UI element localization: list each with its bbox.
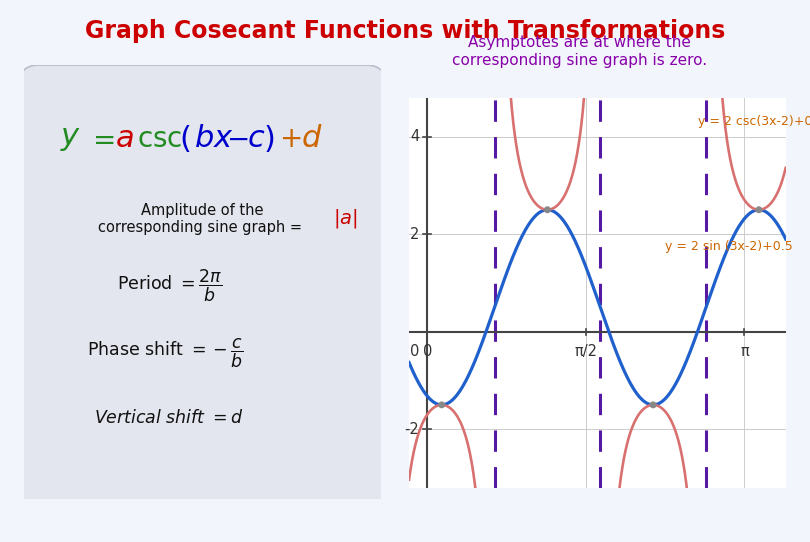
Text: 0: 0	[410, 344, 419, 359]
Point	[435, 401, 448, 409]
Text: $\mathrm{csc}$: $\mathrm{csc}$	[137, 125, 181, 153]
Text: Graph Cosecant Functions with Transformations: Graph Cosecant Functions with Transforma…	[85, 19, 725, 43]
Point	[752, 205, 765, 214]
Point	[646, 401, 659, 409]
Text: $+$: $+$	[279, 125, 301, 153]
Text: $|a|$: $|a|$	[333, 208, 357, 230]
Text: Phase shift $= -\dfrac{c}{b}$: Phase shift $= -\dfrac{c}{b}$	[87, 337, 243, 370]
Text: Vertical shift $= d$: Vertical shift $= d$	[94, 409, 244, 428]
FancyBboxPatch shape	[17, 65, 388, 512]
Text: $-$: $-$	[226, 125, 248, 153]
Text: $bx$: $bx$	[194, 124, 233, 153]
Text: 4: 4	[410, 129, 419, 144]
Text: $a$: $a$	[115, 124, 134, 153]
Text: Period $= \dfrac{2\pi}{b}$: Period $= \dfrac{2\pi}{b}$	[117, 268, 223, 305]
Text: y = 2 sin (3x-2)+0.5: y = 2 sin (3x-2)+0.5	[664, 240, 792, 253]
Text: $y$: $y$	[60, 124, 81, 153]
Text: Amplitude of the
corresponding sine graph =: Amplitude of the corresponding sine grap…	[98, 203, 307, 235]
Text: $c$: $c$	[247, 124, 266, 153]
Text: $=$: $=$	[87, 125, 114, 153]
Point	[541, 205, 554, 214]
Text: $)$: $)$	[263, 123, 275, 154]
Text: $($: $($	[179, 123, 191, 154]
Text: 0: 0	[423, 344, 432, 359]
Text: -2: -2	[404, 422, 419, 437]
Text: π: π	[740, 344, 748, 359]
Text: Asymptotes are at where the
corresponding sine graph is zero.: Asymptotes are at where the correspondin…	[452, 35, 706, 68]
Text: π/2: π/2	[574, 344, 597, 359]
Text: $d$: $d$	[301, 124, 322, 153]
Text: y = 2 csc(3x-2)+0.5: y = 2 csc(3x-2)+0.5	[698, 115, 810, 128]
Text: 2: 2	[410, 227, 419, 242]
